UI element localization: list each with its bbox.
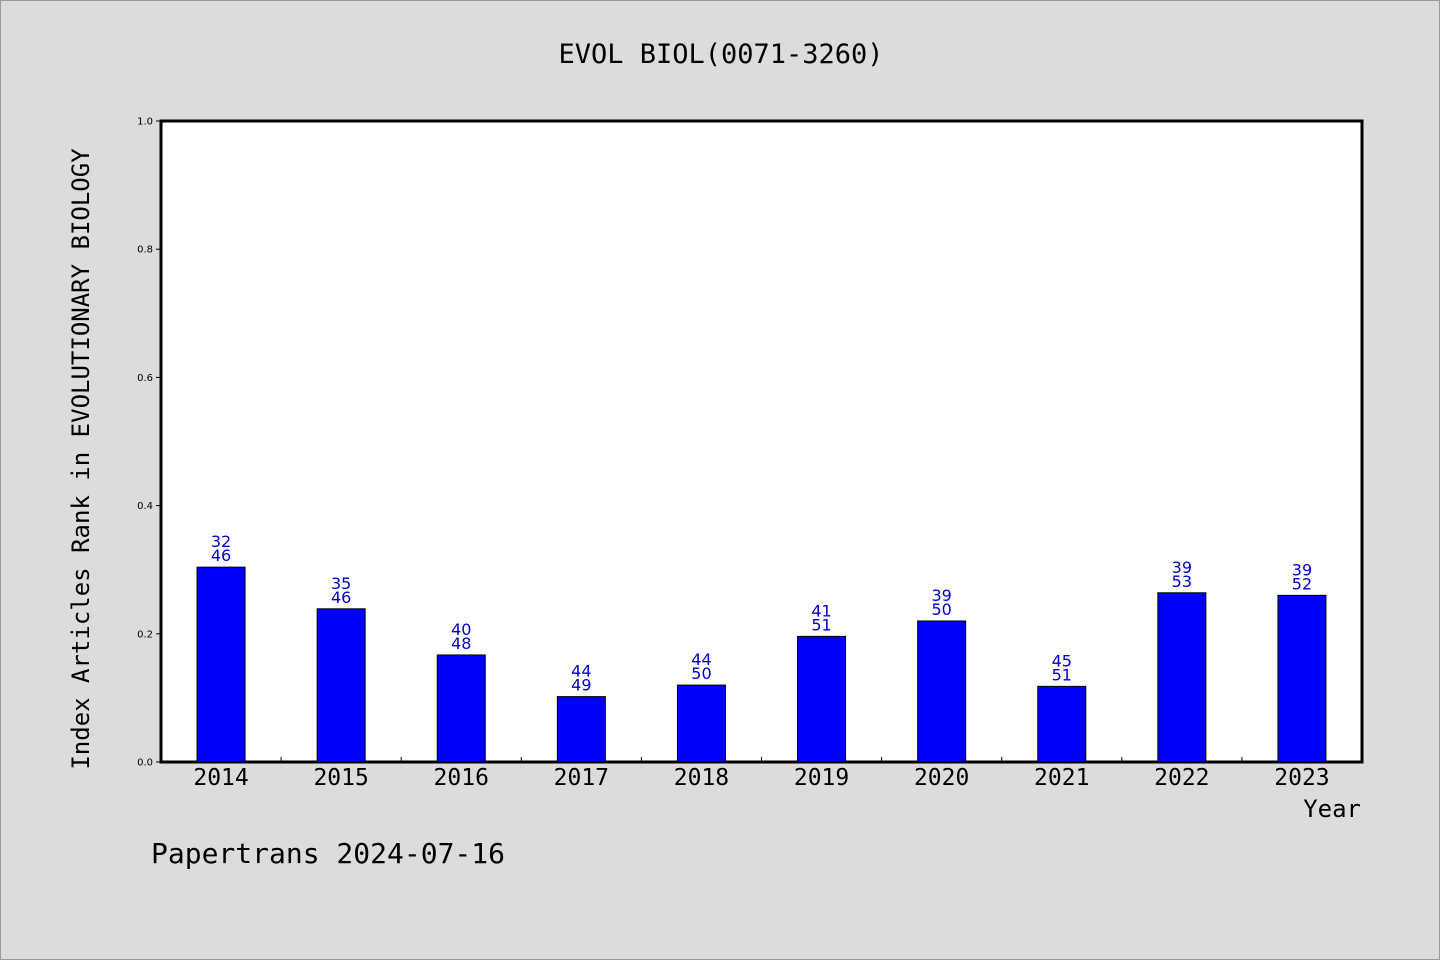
bar bbox=[917, 620, 967, 763]
chart-title: EVOL BIOL(0071-3260) bbox=[558, 39, 883, 70]
bar-rank-label: 44 bbox=[571, 662, 591, 681]
bar-total-label: 51 bbox=[811, 615, 831, 634]
bar bbox=[316, 608, 366, 763]
bar-total-label: 46 bbox=[331, 588, 351, 607]
x-tick-label: 2017 bbox=[554, 765, 609, 791]
bar bbox=[1277, 594, 1327, 763]
x-tick-label: 2020 bbox=[914, 765, 969, 791]
x-tick-label: 2023 bbox=[1274, 765, 1329, 791]
bar-total-label: 53 bbox=[1172, 572, 1192, 591]
y-tick-label: 0.6 bbox=[137, 373, 153, 384]
footer-credit: Papertrans 2024-07-16 bbox=[151, 837, 505, 870]
x-tick-label: 2015 bbox=[313, 765, 368, 791]
bar-rank-label: 39 bbox=[931, 586, 951, 605]
x-tick-label: 2018 bbox=[674, 765, 729, 791]
y-tick-label: 1.0 bbox=[137, 117, 153, 128]
x-tick-label: 2014 bbox=[193, 765, 248, 791]
bar-rank-label: 41 bbox=[811, 601, 831, 620]
y-axis-label: Index Articles Rank in EVOLUTIONARY BIOL… bbox=[67, 148, 95, 770]
bar bbox=[556, 696, 606, 763]
bar-rank-label: 39 bbox=[1292, 560, 1312, 579]
bar-rank-label: 45 bbox=[1052, 651, 1072, 670]
bar bbox=[436, 654, 486, 763]
bar bbox=[676, 684, 726, 763]
bar-total-label: 49 bbox=[571, 676, 591, 695]
x-tick-label: 2022 bbox=[1154, 765, 1209, 791]
x-axis-label: Year bbox=[1303, 795, 1361, 823]
y-tick-label: 0.4 bbox=[137, 501, 153, 512]
bar-rank-label: 40 bbox=[451, 620, 471, 639]
bar bbox=[797, 635, 847, 763]
bar bbox=[1157, 592, 1207, 763]
y-tick-label: 0.0 bbox=[137, 758, 153, 769]
bar-total-label: 52 bbox=[1292, 574, 1312, 593]
bar-rank-label: 32 bbox=[211, 532, 231, 551]
bar bbox=[196, 566, 246, 763]
bar-total-label: 50 bbox=[931, 600, 951, 619]
bar-total-label: 48 bbox=[451, 634, 471, 653]
bar-total-label: 51 bbox=[1052, 665, 1072, 684]
bar-rank-label: 39 bbox=[1172, 558, 1192, 577]
bar-total-label: 46 bbox=[211, 546, 231, 565]
bar bbox=[1037, 685, 1087, 763]
x-tick-label: 2016 bbox=[434, 765, 489, 791]
y-tick-label: 0.2 bbox=[137, 629, 153, 640]
x-tick-label: 2021 bbox=[1034, 765, 1089, 791]
x-tick-label: 2019 bbox=[794, 765, 849, 791]
bar-total-label: 50 bbox=[691, 664, 711, 683]
chart-marks: 0.00.20.40.60.81.03246201435462015404820… bbox=[137, 117, 1330, 792]
y-tick-label: 0.8 bbox=[137, 245, 153, 256]
bar-rank-label: 35 bbox=[331, 574, 351, 593]
bar-rank-label: 44 bbox=[691, 650, 711, 669]
